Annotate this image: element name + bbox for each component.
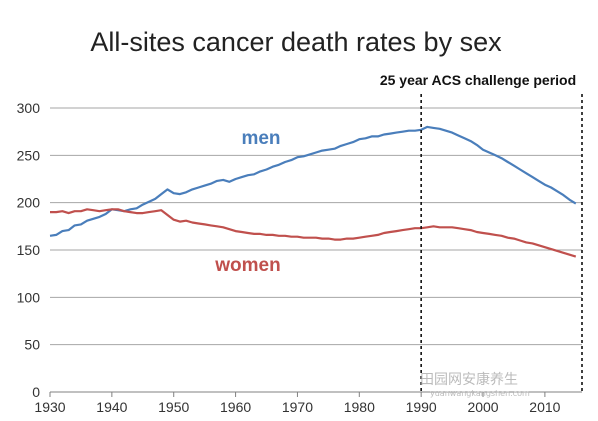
series-label-women: women (214, 255, 280, 276)
y-tick-label: 50 (24, 337, 40, 353)
x-tick-label: 1970 (282, 399, 313, 415)
period-annotation: 25 year ACS challenge period (380, 72, 576, 88)
gridlines (50, 107, 582, 346)
x-tick-label: 1940 (96, 399, 127, 415)
x-tick-label: 1990 (406, 399, 437, 415)
x-tick-label: 1980 (344, 399, 375, 415)
watermark-text: 田园网安康养生 (420, 371, 518, 388)
x-tick-label: 1950 (158, 399, 189, 415)
series-lines (49, 125, 577, 258)
y-tick-label: 0 (32, 384, 40, 400)
x-tick-label: 2010 (529, 399, 560, 415)
chart-title: All-sites cancer death rates by sex (90, 27, 502, 57)
x-tick-label: 2000 (467, 399, 498, 415)
axes: 0 50 100 150 200 250 300 1930 1940 1950 1960 1970 19… (17, 100, 582, 415)
watermark: 田园网安康养生 yuanwangkangshen.com (420, 371, 530, 398)
y-tick-label: 250 (17, 147, 41, 163)
x-tick-label: 1930 (34, 399, 65, 415)
series-line-women (50, 208, 577, 258)
series-label-men: men (241, 128, 280, 149)
series-labels: men women (214, 128, 280, 276)
y-tick-label: 200 (17, 195, 41, 211)
period-markers (420, 94, 583, 392)
watermark-url: yuanwangkangshen.com (430, 389, 530, 398)
y-tick-label: 100 (17, 289, 41, 305)
series-line-men (49, 125, 577, 237)
y-tick-label: 150 (17, 242, 41, 258)
y-tick-label: 300 (17, 100, 41, 116)
x-tick-label: 1960 (220, 399, 251, 415)
